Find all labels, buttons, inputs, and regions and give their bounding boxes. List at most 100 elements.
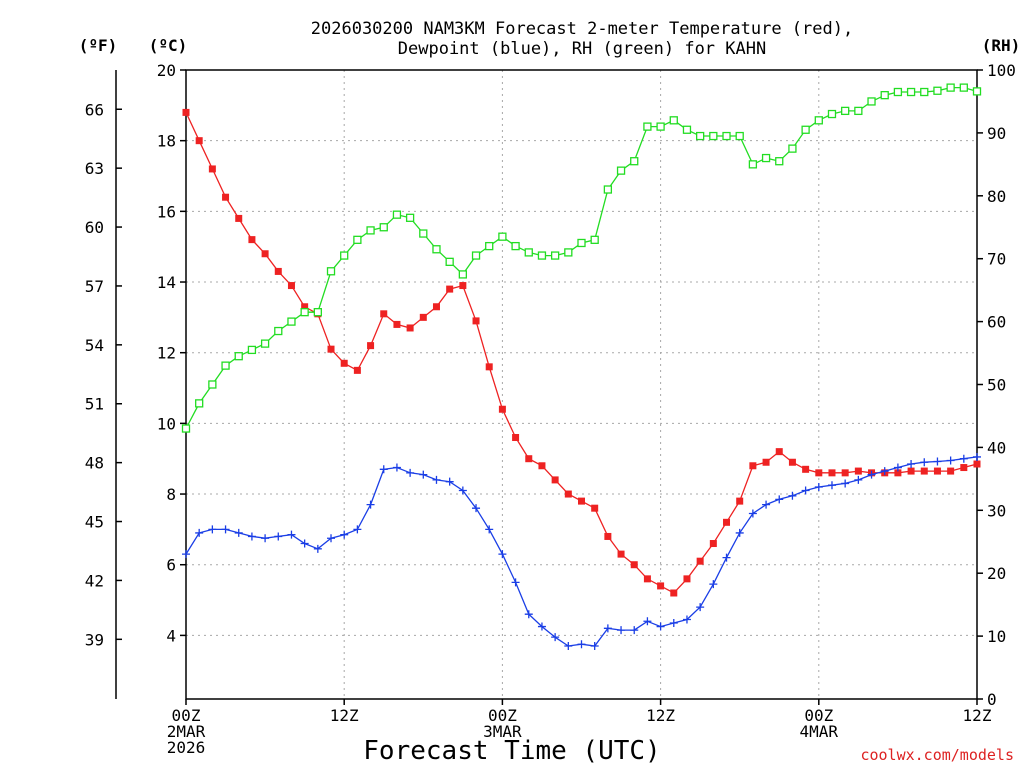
2-meter-temperature-point (485, 363, 493, 371)
time-tick-label: 4MAR (800, 722, 839, 741)
dewpoint-point (274, 532, 283, 541)
rh-point (893, 87, 903, 97)
dewpoint-line (185, 456, 978, 647)
dewpoint-point (511, 578, 520, 587)
rh-point (234, 352, 243, 361)
rh-tick-label: 0 (987, 690, 997, 709)
dewpoint-point (221, 525, 230, 534)
series-layer (181, 83, 982, 650)
2-meter-temperature-point (670, 589, 678, 597)
rh-point (906, 87, 916, 97)
rh-point (814, 116, 823, 125)
celsius-tick-label: 8 (166, 485, 176, 504)
rh-tick-label: 80 (987, 187, 1006, 206)
celsius-tick-label: 16 (157, 202, 176, 221)
2-meter-temperature-point (367, 342, 375, 350)
2-meter-temperature-point (775, 448, 783, 456)
dewpoint-point (775, 495, 784, 504)
rh-point (656, 122, 665, 131)
2-meter-temperature-point (749, 462, 757, 470)
2-meter-temperature-point (854, 467, 862, 475)
chart-title-line-1: 2026030200 NAM3KM Forecast 2-meter Tempe… (311, 19, 853, 39)
dewpoint-point (327, 534, 336, 543)
rh-point (260, 339, 270, 348)
rh-point (445, 257, 454, 266)
celsius-tick-label: 6 (166, 556, 176, 575)
2-meter-temperature-point (406, 324, 414, 332)
rh-point (616, 166, 626, 175)
2-meter-temperature-point (538, 462, 546, 470)
rh-point (208, 380, 217, 389)
2-meter-temperature-point (222, 193, 230, 201)
time-tick-label: 00Z (804, 706, 833, 725)
credit-link[interactable]: coolwx.com/models (860, 746, 1014, 764)
dewpoint-point (537, 622, 546, 631)
time-tick-label: 3MAR (483, 722, 522, 741)
dewpoint-point (841, 479, 850, 488)
grid-lines (186, 69, 977, 699)
2-meter-temperature-point (815, 469, 823, 477)
rh-point (458, 270, 468, 279)
rh-point (643, 122, 652, 131)
dewpoint-point (195, 528, 204, 537)
rh-point (300, 308, 309, 317)
rh-unit-label: (RH) (982, 36, 1021, 55)
time-tick-label: 12Z (330, 706, 359, 725)
rh-point (972, 87, 982, 96)
2-meter-temperature-point (287, 282, 295, 290)
2-meter-temperature-point (960, 464, 968, 472)
2-meter-temperature-point (551, 476, 559, 484)
dewpoint-point (234, 528, 243, 537)
celsius-tick-label: 20 (157, 61, 176, 80)
rh-point (550, 251, 560, 260)
dewpoint-point (682, 615, 691, 624)
dewpoint-point (656, 622, 665, 631)
dewpoint-point (603, 624, 612, 633)
rh-tick-label: 60 (987, 313, 1006, 332)
fahrenheit-unit-label: (ºF) (79, 36, 118, 55)
2-meter-temperature-point (327, 345, 335, 353)
dewpoint-point (366, 500, 375, 509)
dewpoint-point (893, 463, 902, 472)
rh-point (340, 251, 349, 260)
dewpoint-point (458, 486, 467, 495)
time-tick-label: 12Z (646, 706, 675, 725)
time-tick-label: 2MAR (167, 722, 206, 741)
2-meter-temperature-point (828, 469, 836, 477)
dewpoint-point (907, 460, 916, 469)
2-meter-temperature-point (446, 285, 454, 293)
2-meter-temperature-point (604, 532, 612, 540)
celsius-tick-label: 10 (157, 414, 176, 433)
2-meter-temperature-point (933, 467, 941, 475)
dewpoint-point (379, 465, 388, 474)
rh-tick-label: 30 (987, 501, 1006, 520)
rh-series (181, 83, 982, 433)
rh-point (880, 91, 889, 100)
dewpoint-point (340, 530, 349, 539)
rh-point (722, 131, 731, 141)
rh-point (511, 241, 520, 251)
celsius-tick-label: 4 (166, 626, 176, 645)
2-meter-temperature-point (788, 458, 796, 466)
2-meter-temperature-point (894, 469, 902, 477)
2-meter-temperature-point (498, 405, 506, 413)
fahrenheit-tick-label: 45 (85, 513, 104, 532)
dewpoint-point (617, 626, 626, 635)
rh-point (498, 232, 507, 241)
2-meter-temperature-point (709, 540, 717, 548)
2-meter-temperature-point (696, 557, 704, 565)
2-meter-temperature-point (723, 518, 731, 526)
dewpoint-point (524, 610, 533, 619)
rh-point (181, 424, 191, 433)
2-meter-temperature-point (393, 320, 401, 328)
fahrenheit-tick-label: 60 (85, 218, 104, 237)
rh-tick-label: 90 (987, 124, 1006, 143)
2-meter-temperature-point (973, 460, 981, 468)
2-meter-temperature-point (564, 490, 572, 498)
2-meter-temperature-point (261, 250, 269, 258)
dewpoint-point (445, 477, 454, 486)
2-meter-temperature-point (591, 504, 599, 512)
celsius-unit-label: (ºC) (149, 36, 188, 55)
rh-point (366, 226, 375, 235)
